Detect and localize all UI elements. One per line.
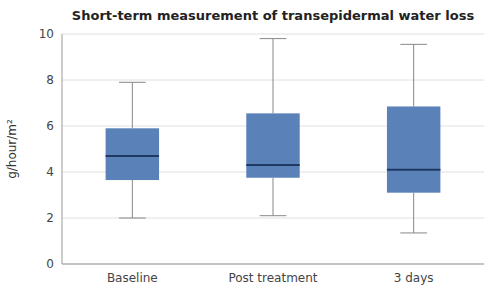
cap-high [260,38,287,39]
y-tick-label: 4 [46,165,54,179]
chart: 0 2 4 6 8 10 Baseline Post treatment 3 days Short… [0,0,500,300]
cap-low [260,215,287,216]
median [387,169,440,171]
median [106,155,159,157]
whisker-high [413,44,414,106]
cap-low [400,232,427,233]
grid-line [62,34,484,35]
whisker-high [132,82,133,128]
x-tick-label: 3 days [394,271,434,285]
grid-line [62,264,484,265]
box [106,128,159,180]
box [246,113,299,177]
y-tick-label: 2 [46,211,54,225]
cap-high [400,44,427,45]
whisker-high [273,39,274,114]
y-tick-label: 10 [39,27,54,41]
y-axis-label: g/hour/m² [5,119,19,179]
title: Short-term measurement of transepidermal… [72,8,475,23]
x-tick-label: Post treatment [228,271,317,285]
whisker-low [132,180,133,218]
median [246,164,299,166]
cap-high [119,82,146,83]
whisker-low [273,178,274,216]
boxes [106,39,441,233]
y-tick-label: 8 [46,73,54,87]
y-axis [62,34,63,264]
box [387,106,440,192]
y-tick-label: 0 [46,257,54,271]
x-axis [62,264,484,265]
y-tick-label: 6 [46,119,54,133]
grid-line [62,218,484,219]
cap-low [119,218,146,219]
x-tick-label: Baseline [107,271,158,285]
whisker-low [413,193,414,233]
